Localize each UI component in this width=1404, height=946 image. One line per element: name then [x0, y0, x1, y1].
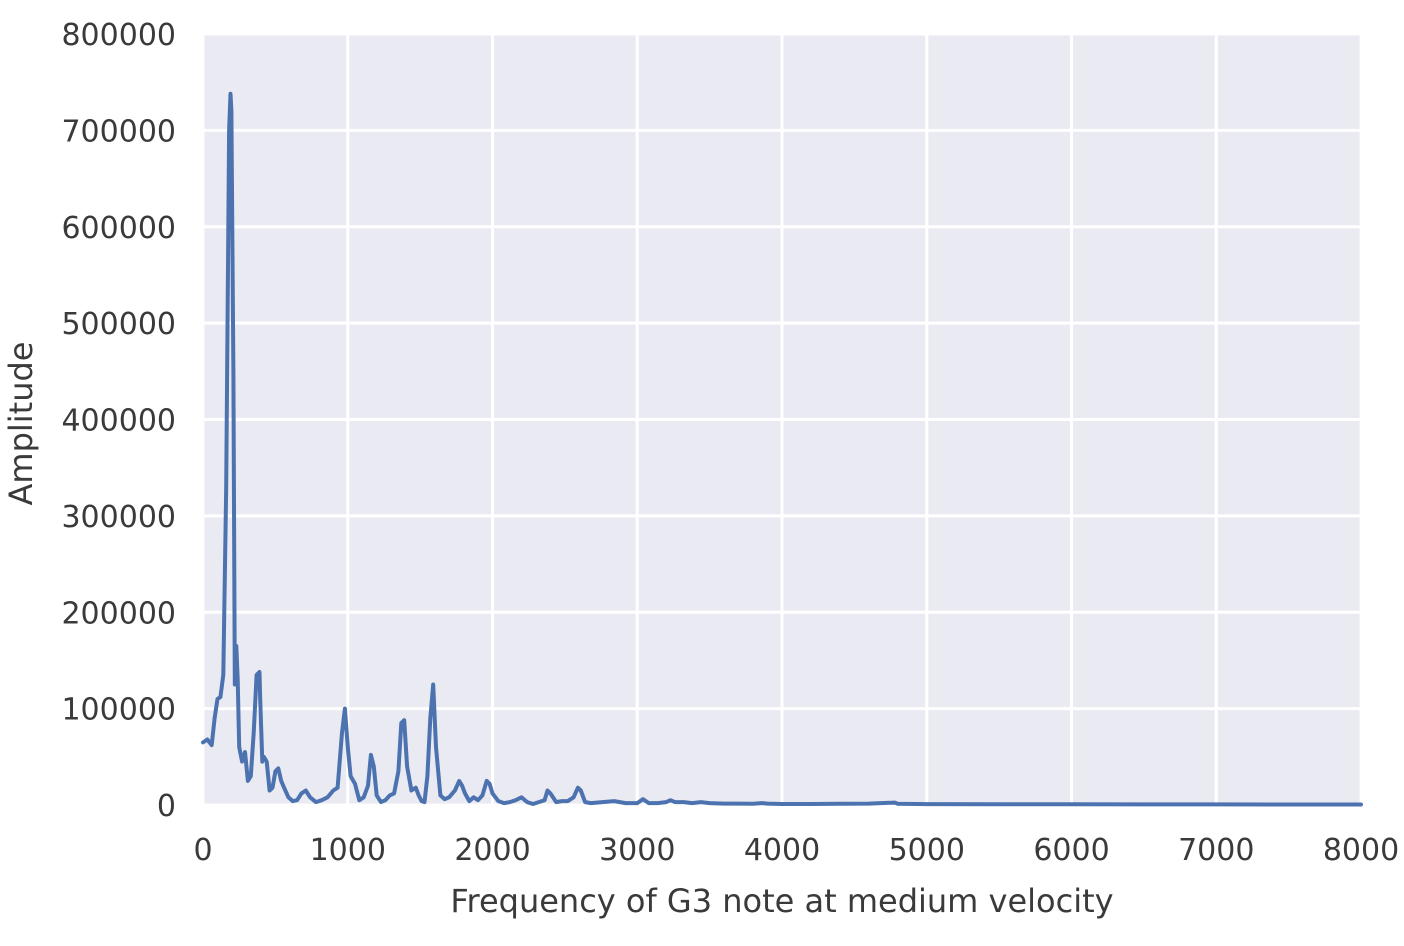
x-tick-label: 8000 [1323, 833, 1399, 868]
y-tick-label: 500000 [61, 307, 176, 342]
x-axis-title: Frequency of G3 note at medium velocity [450, 882, 1113, 920]
x-tick-label: 2000 [454, 833, 530, 868]
series-line [201, 91, 1363, 807]
x-tick-label: 1000 [310, 833, 386, 868]
x-gridlines [201, 34, 1363, 805]
x-tick-labels: 0 1000 2000 3000 4000 5000 6000 7000 8000 [193, 833, 1399, 868]
series-layer [201, 91, 1363, 807]
y-tick-label: 700000 [61, 114, 176, 149]
y-tick-labels: 0 100000 200000 300000 400000 500000 600000 700… [61, 18, 176, 824]
y-tick-label: 200000 [61, 596, 176, 631]
y-tick-label: 300000 [61, 500, 176, 535]
y-tick-label: 600000 [61, 211, 176, 246]
y-tick-label: 0 [157, 789, 176, 824]
y-tick-label: 100000 [61, 693, 176, 728]
x-tick-label: 3000 [599, 833, 675, 868]
y-axis-title: Amplitude [2, 342, 40, 506]
x-tick-label: 7000 [1178, 833, 1254, 868]
x-tick-label: 6000 [1033, 833, 1109, 868]
y-tick-label: 400000 [61, 404, 176, 439]
x-tick-label: 0 [193, 833, 212, 868]
x-tick-label: 5000 [889, 833, 965, 868]
y-tick-label: 800000 [61, 18, 176, 53]
x-tick-label: 4000 [744, 833, 820, 868]
